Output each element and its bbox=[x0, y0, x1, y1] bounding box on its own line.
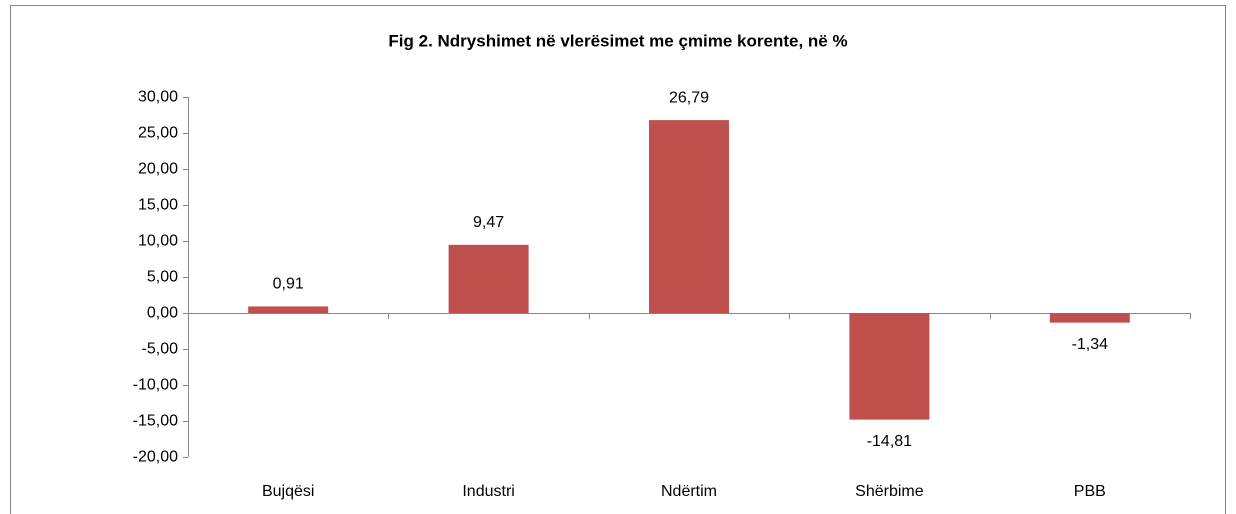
y-tick-label: -5,00 bbox=[142, 341, 179, 358]
x-tick-label: Ndërtim bbox=[661, 483, 717, 500]
value-label: -14,81 bbox=[867, 433, 912, 450]
x-tick-label: Industri bbox=[462, 483, 514, 500]
value-label: -1,34 bbox=[1072, 336, 1109, 353]
y-tick-label: 10,00 bbox=[138, 233, 178, 250]
y-tick-label: -10,00 bbox=[133, 377, 178, 394]
bar bbox=[1049, 313, 1130, 323]
x-tick-label: Shërbime bbox=[855, 483, 924, 500]
bar bbox=[448, 244, 529, 313]
bar bbox=[248, 306, 329, 313]
chart-title: Fig 2. Ndryshimet në vlerësimet me çmime… bbox=[388, 31, 847, 50]
y-tick-label: 30,00 bbox=[138, 89, 178, 106]
y-tick-label: 20,00 bbox=[138, 161, 178, 178]
y-tick-label: -15,00 bbox=[133, 413, 178, 430]
chart-border bbox=[10, 5, 1226, 514]
x-tick-label: Bujqësi bbox=[262, 483, 314, 500]
value-label: 0,91 bbox=[273, 276, 304, 293]
y-tick-label: 25,00 bbox=[138, 125, 178, 142]
y-tick-label: 15,00 bbox=[138, 197, 178, 214]
value-label: 9,47 bbox=[473, 214, 504, 231]
value-label: 26,79 bbox=[669, 89, 709, 106]
y-tick-label: -20,00 bbox=[133, 449, 178, 466]
y-tick-label: 0,00 bbox=[147, 305, 178, 322]
bar bbox=[849, 313, 930, 420]
x-tick-label: PBB bbox=[1074, 483, 1106, 500]
bar bbox=[649, 120, 729, 313]
y-tick-label: 5,00 bbox=[147, 269, 178, 286]
